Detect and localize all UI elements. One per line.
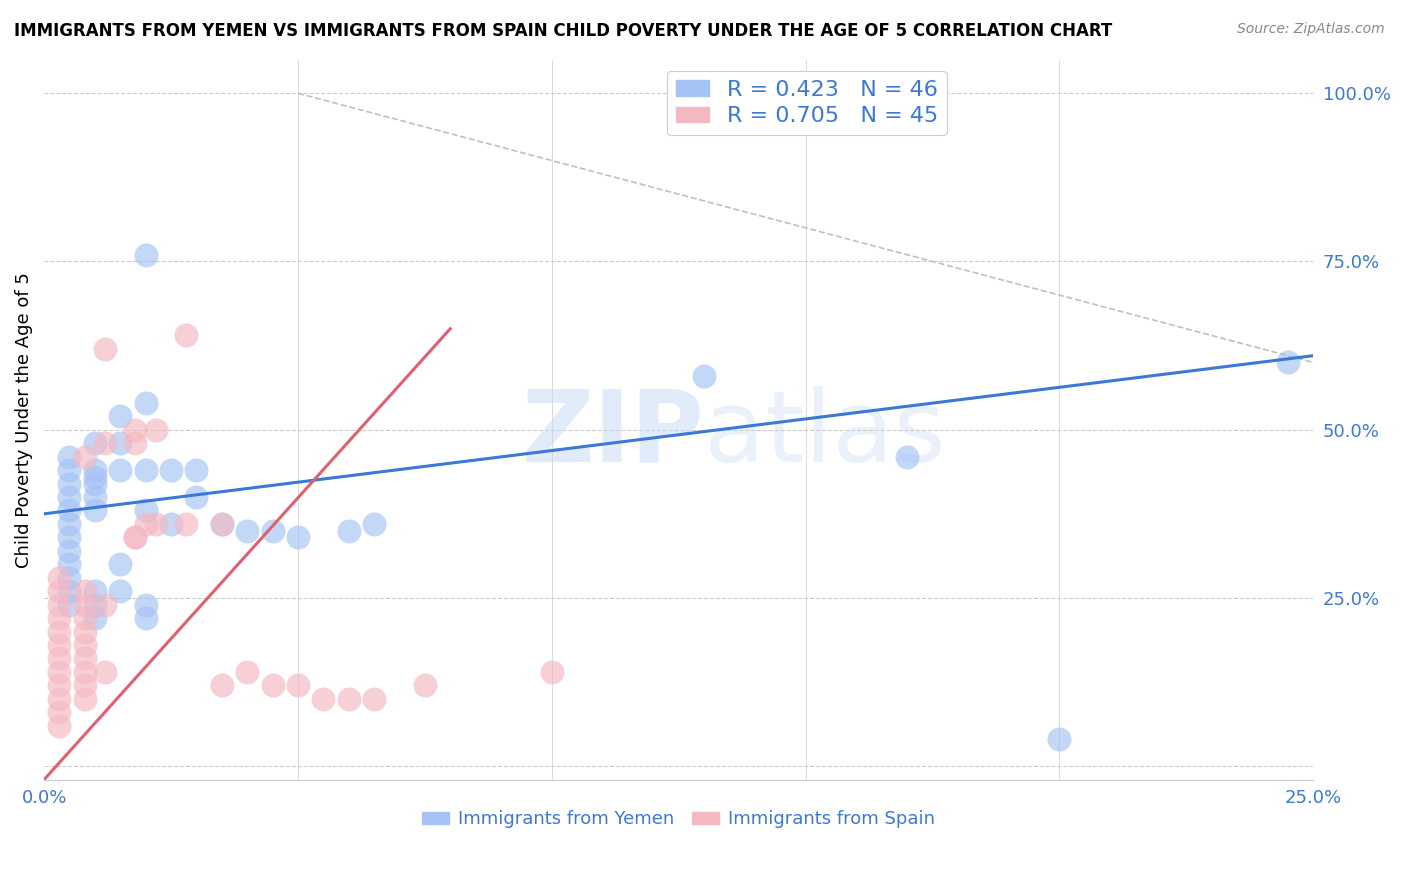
Point (540, 665, 562, 679)
Point (337, 524, 360, 538)
Point (693, 368, 716, 383)
Point (145, 423, 167, 437)
Point (94, 665, 117, 679)
Text: ZIP: ZIP (522, 385, 704, 483)
Point (160, 516, 183, 531)
Text: IMMIGRANTS FROM YEMEN VS IMMIGRANTS FROM SPAIN CHILD POVERTY UNDER THE AGE OF 5 : IMMIGRANTS FROM YEMEN VS IMMIGRANTS FROM… (14, 22, 1112, 40)
Point (110, 584, 132, 599)
Point (48, 624, 70, 639)
Legend: Immigrants from Yemen, Immigrants from Spain: Immigrants from Yemen, Immigrants from S… (415, 803, 942, 836)
Point (186, 463, 208, 477)
Point (58, 584, 80, 599)
Point (58, 490, 80, 504)
Point (110, 558, 132, 572)
Point (236, 524, 259, 538)
Text: Source: ZipAtlas.com: Source: ZipAtlas.com (1237, 22, 1385, 37)
Point (135, 396, 157, 410)
Point (58, 463, 80, 477)
Point (73, 611, 96, 625)
Point (124, 530, 146, 544)
Point (73, 598, 96, 612)
Point (160, 463, 183, 477)
Point (94, 436, 117, 450)
Point (174, 516, 197, 531)
Point (135, 248, 157, 262)
Point (58, 598, 80, 612)
Point (363, 516, 385, 531)
Point (145, 516, 167, 531)
Point (48, 706, 70, 720)
Point (262, 678, 284, 692)
Point (135, 463, 157, 477)
Point (48, 719, 70, 733)
Point (58, 530, 80, 544)
Point (287, 678, 309, 692)
Point (83, 598, 105, 612)
Point (58, 544, 80, 558)
Point (186, 490, 208, 504)
Point (124, 423, 146, 437)
Point (312, 691, 335, 706)
Point (124, 530, 146, 544)
Point (48, 584, 70, 599)
Point (48, 691, 70, 706)
Text: atlas: atlas (704, 385, 946, 483)
Point (110, 409, 132, 424)
Point (896, 450, 918, 464)
Point (83, 476, 105, 491)
Point (287, 530, 309, 544)
Point (58, 558, 80, 572)
Point (413, 678, 436, 692)
Point (73, 638, 96, 652)
Point (124, 436, 146, 450)
Point (58, 503, 80, 517)
Point (135, 611, 157, 625)
Point (94, 342, 117, 356)
Point (110, 463, 132, 477)
Y-axis label: Child Poverty Under the Age of 5: Child Poverty Under the Age of 5 (15, 272, 32, 567)
Point (211, 678, 233, 692)
Point (262, 524, 284, 538)
Point (211, 516, 233, 531)
Point (73, 665, 96, 679)
Point (83, 470, 105, 484)
Point (1049, 732, 1071, 747)
Point (337, 691, 360, 706)
Point (48, 598, 70, 612)
Point (73, 450, 96, 464)
Point (73, 584, 96, 599)
Point (83, 503, 105, 517)
Point (110, 436, 132, 450)
Point (73, 651, 96, 665)
Point (236, 665, 259, 679)
Point (73, 678, 96, 692)
Point (73, 691, 96, 706)
Point (73, 624, 96, 639)
Point (94, 598, 117, 612)
Point (48, 651, 70, 665)
Point (48, 678, 70, 692)
Point (1277, 355, 1299, 369)
Point (363, 691, 385, 706)
Point (83, 490, 105, 504)
Point (58, 516, 80, 531)
Point (58, 450, 80, 464)
Point (48, 611, 70, 625)
Point (48, 571, 70, 585)
Point (58, 571, 80, 585)
Point (135, 598, 157, 612)
Point (83, 584, 105, 599)
Point (135, 503, 157, 517)
Point (83, 463, 105, 477)
Point (48, 665, 70, 679)
Point (83, 611, 105, 625)
Point (48, 638, 70, 652)
Point (58, 476, 80, 491)
Point (211, 516, 233, 531)
Point (135, 516, 157, 531)
Point (83, 436, 105, 450)
Point (174, 328, 197, 343)
